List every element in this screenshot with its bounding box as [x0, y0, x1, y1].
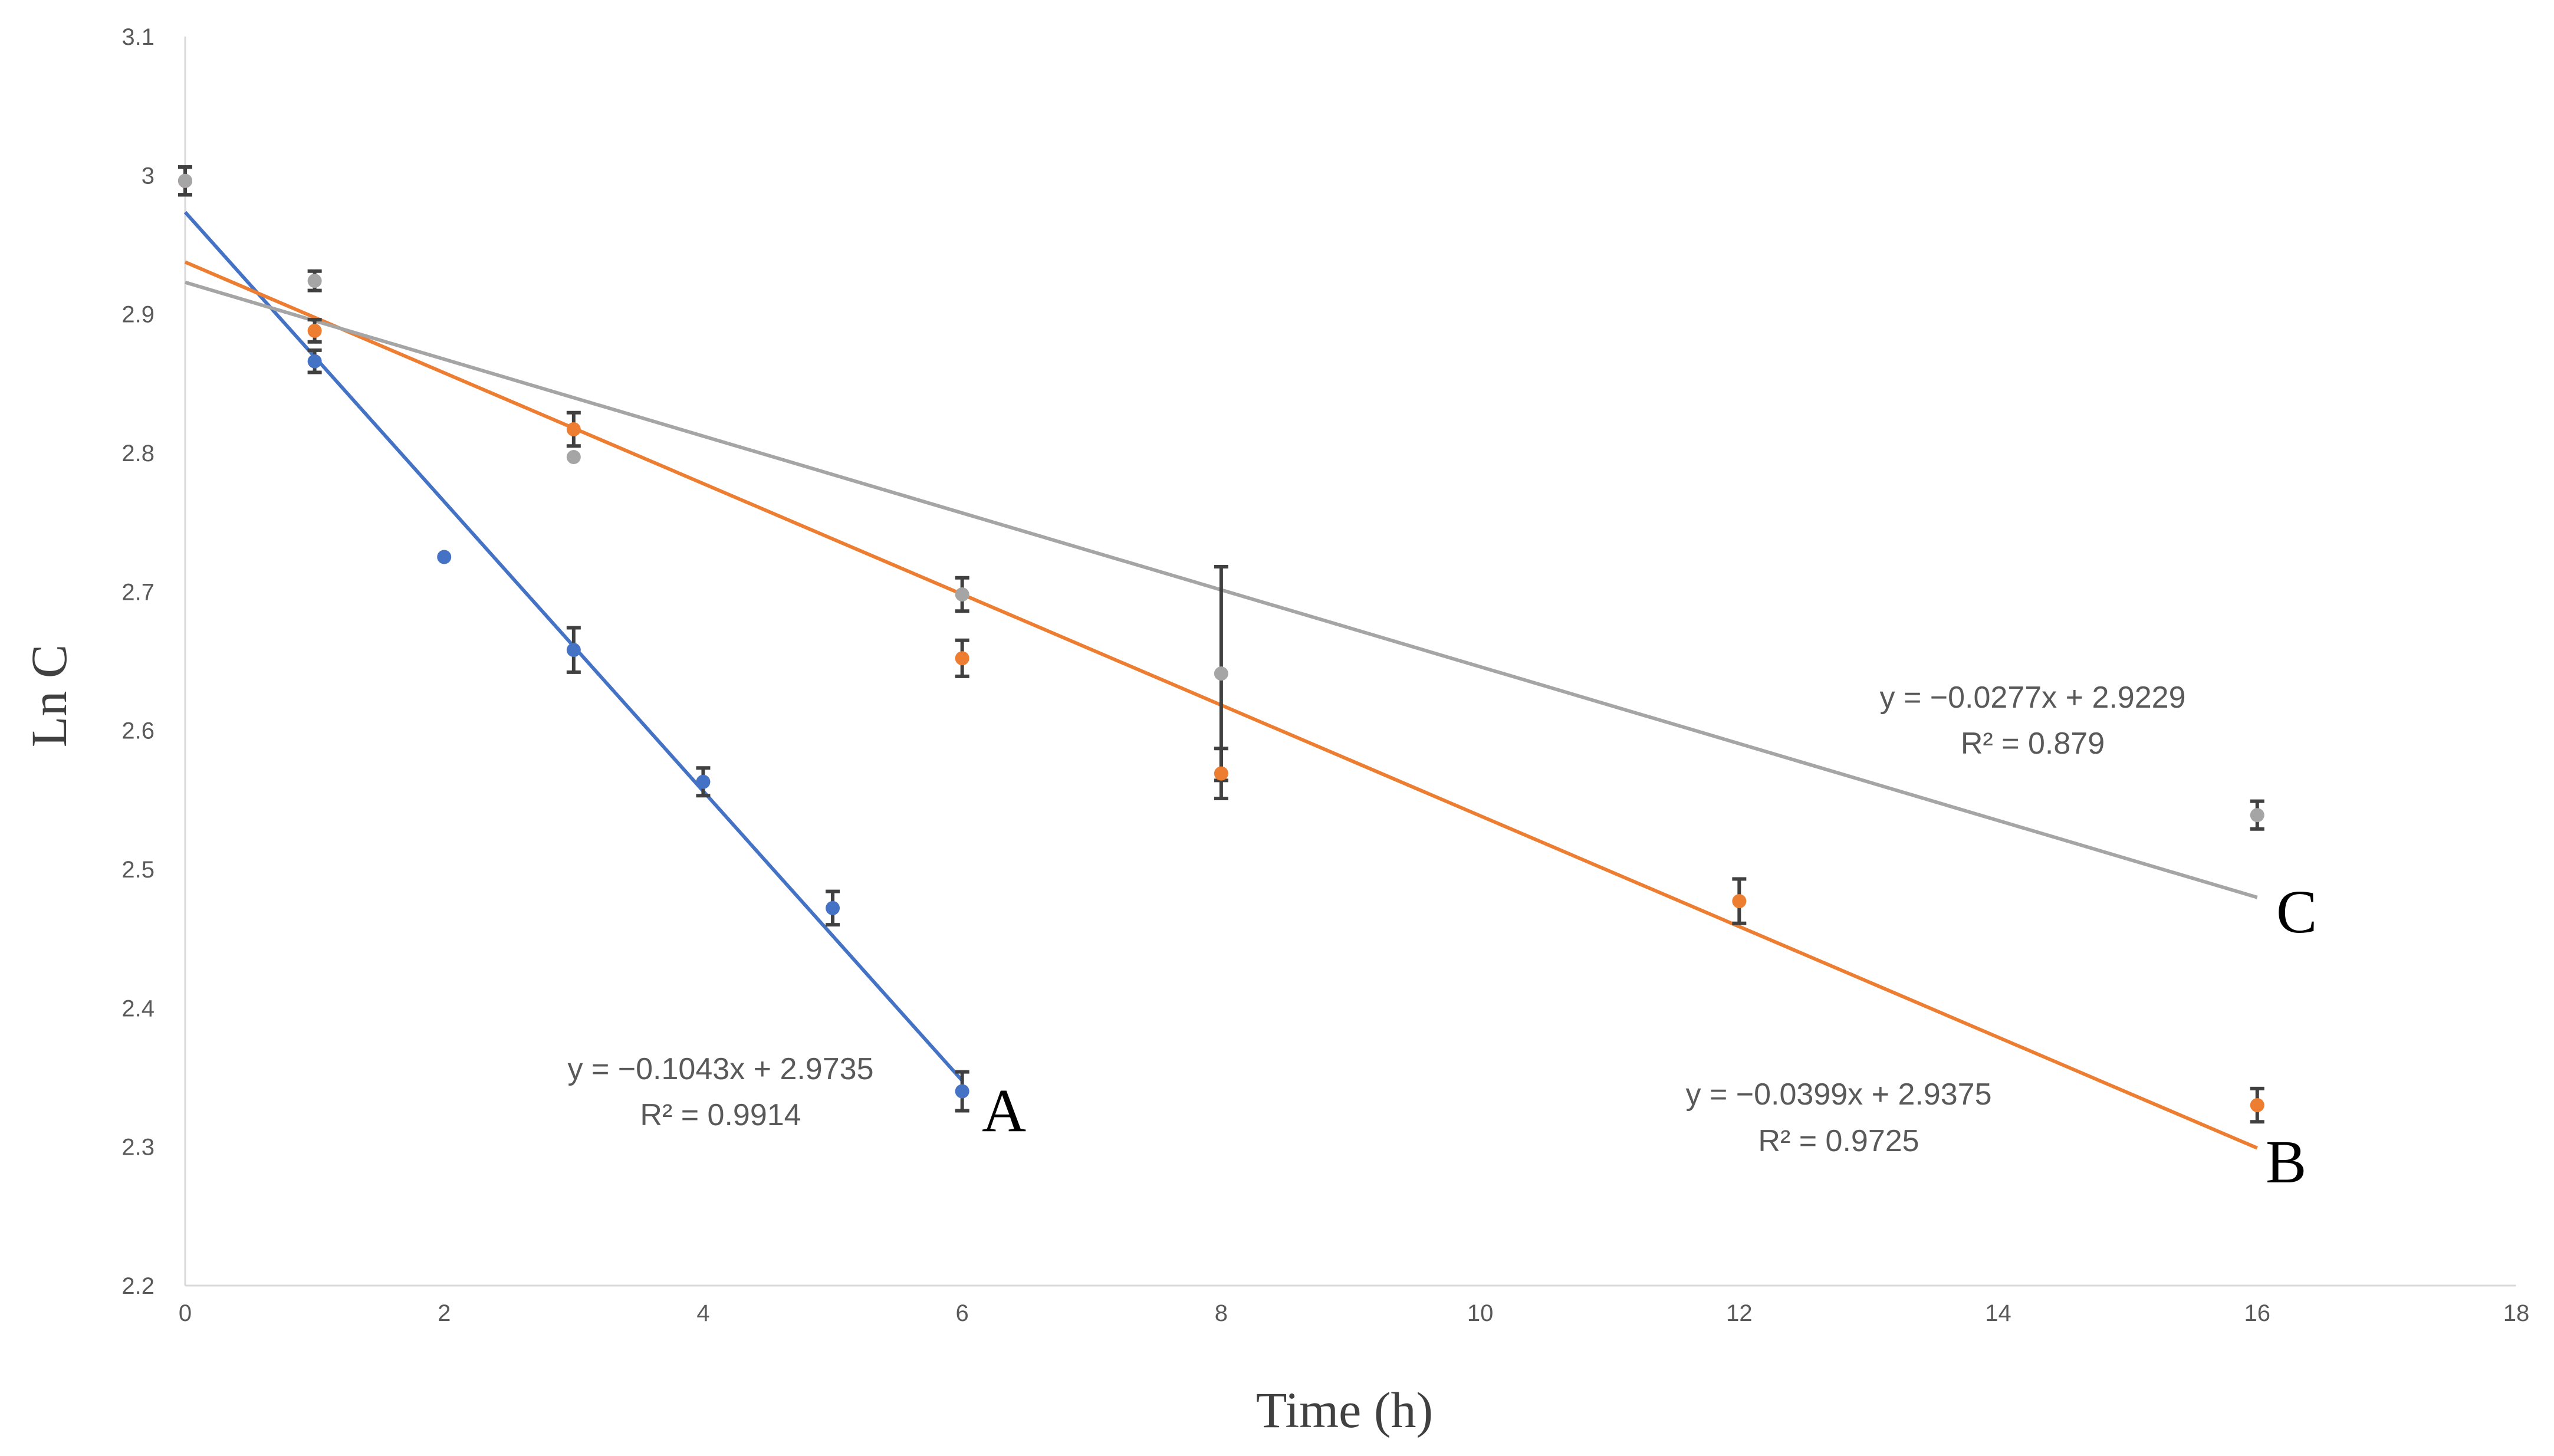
y-tick-label: 2.8 — [121, 441, 155, 466]
equation-a: y = −0.1043x + 2.9735 — [568, 1052, 874, 1086]
x-tick-label: 2 — [438, 1300, 451, 1326]
data-point-a — [955, 1084, 969, 1099]
data-point-a — [437, 550, 452, 564]
axes — [184, 37, 2516, 1287]
annotations: y = −0.1043x + 2.9735 R² = 0.9914 y = −0… — [568, 681, 2318, 1196]
data-point-a — [826, 900, 840, 915]
series-label-b: B — [2266, 1128, 2306, 1196]
data-point-b — [2250, 1098, 2264, 1113]
tick-labels: 0 2 4 6 8 10 12 14 16 18 2.2 2.3 2.4 2.5 2.6 2.7 2.8 2.9 3… — [121, 24, 2529, 1326]
data-point-c — [178, 173, 192, 188]
y-tick-label: 3 — [142, 163, 155, 189]
x-tick-label: 4 — [696, 1300, 709, 1326]
data-point-b — [1732, 894, 1747, 909]
data-point-c — [2250, 808, 2264, 823]
y-axis-title: Ln C — [21, 645, 77, 747]
y-tick-label: 2.3 — [121, 1135, 155, 1161]
data-point-a — [307, 354, 322, 369]
y-tick-label: 2.2 — [121, 1273, 155, 1299]
y-tick-label: 2.5 — [121, 857, 155, 883]
x-tick-label: 10 — [1467, 1300, 1494, 1326]
data-points — [178, 173, 2264, 1113]
r2-b: R² = 0.9725 — [1758, 1124, 1919, 1158]
data-point-c — [955, 587, 969, 602]
x-tick-label: 16 — [2244, 1300, 2271, 1326]
data-point-b — [1214, 766, 1228, 781]
r2-c: R² = 0.879 — [1961, 727, 2105, 761]
x-tick-label: 14 — [1985, 1300, 2011, 1326]
data-point-c — [307, 274, 322, 288]
data-point-b — [307, 323, 322, 338]
data-point-c — [566, 450, 581, 465]
x-tick-label: 8 — [1215, 1300, 1228, 1326]
data-point-a — [566, 643, 581, 658]
x-tick-label: 18 — [2503, 1300, 2530, 1326]
x-tick-label: 12 — [1726, 1300, 1753, 1326]
series-label-c: C — [2276, 878, 2317, 946]
x-tick-label: 6 — [956, 1300, 969, 1326]
x-tick-label: 0 — [179, 1300, 192, 1326]
data-point-c — [1214, 666, 1228, 681]
data-point-a — [696, 774, 711, 789]
y-tick-label: 2.9 — [121, 302, 155, 328]
x-axis-title: Time (h) — [1256, 1382, 1433, 1438]
data-point-b — [566, 422, 581, 436]
y-tick-label: 3.1 — [121, 24, 155, 50]
y-tick-label: 2.6 — [121, 718, 155, 744]
y-tick-label: 2.4 — [121, 995, 155, 1021]
y-tick-label: 2.7 — [121, 579, 155, 605]
equation-b: y = −0.0399x + 2.9375 — [1686, 1077, 1992, 1112]
series-label-a: A — [982, 1077, 1026, 1145]
data-point-b — [955, 651, 969, 666]
equation-c: y = −0.0277x + 2.9229 — [1880, 681, 2186, 715]
r2-a: R² = 0.9914 — [640, 1098, 801, 1132]
error-bars — [178, 165, 2264, 1124]
